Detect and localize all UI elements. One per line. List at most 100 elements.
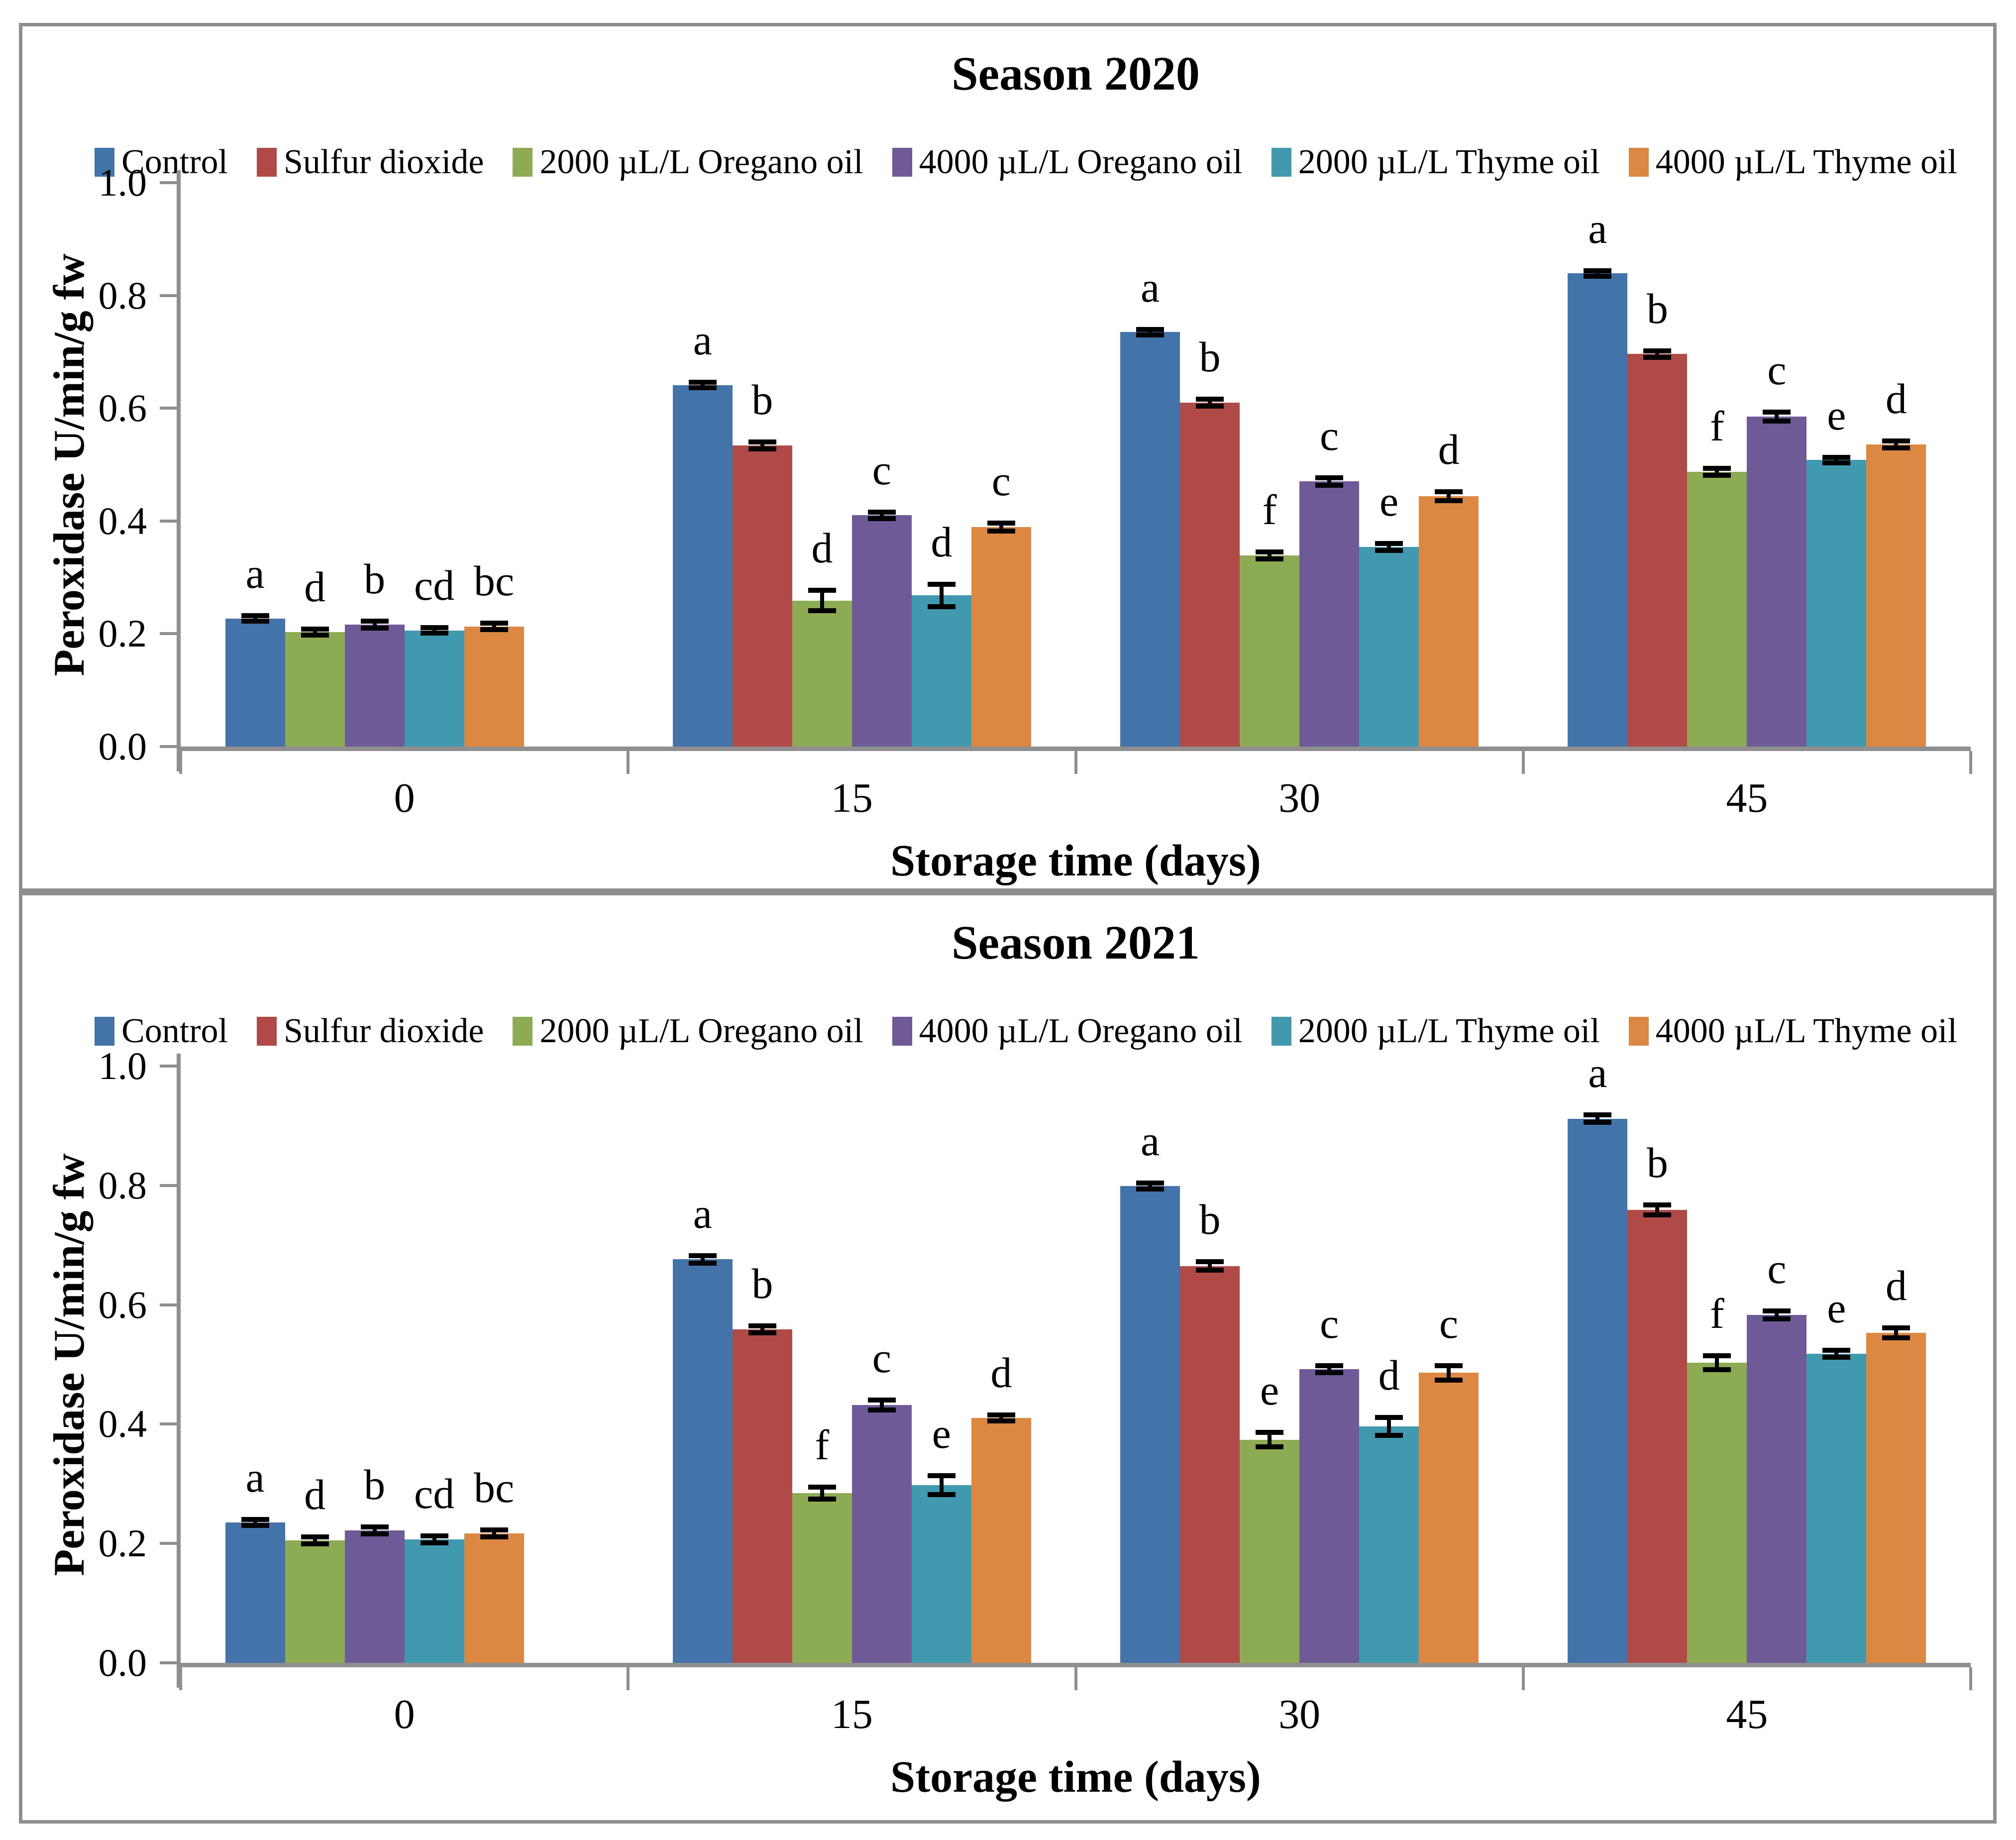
legend-item: Control	[95, 1014, 228, 1049]
significance-letter: a	[1588, 204, 1607, 252]
error-bar-cap	[360, 1531, 389, 1537]
x-tick-label: 45	[1726, 775, 1768, 821]
error-bar-cap	[808, 608, 836, 613]
significance-letter: c	[991, 457, 1011, 505]
significance-letter: e	[1827, 1284, 1846, 1332]
error-bar	[432, 1535, 436, 1543]
significance-letter: c	[872, 445, 891, 494]
x-tick-label: 45	[1726, 1691, 1768, 1737]
bar	[1240, 1439, 1300, 1663]
bar	[1299, 481, 1360, 747]
y-tick-label: 1.0	[98, 161, 147, 204]
bar	[344, 625, 405, 747]
bar	[1747, 1314, 1807, 1663]
significance-letter: d	[1885, 374, 1907, 423]
error-bar	[492, 623, 496, 630]
error-bar-cap	[808, 588, 836, 593]
legend-item: 4000 µL/L Oregano oil	[892, 1014, 1243, 1049]
error-bar-cap	[1822, 460, 1851, 466]
legend-swatch-icon	[892, 148, 912, 177]
significance-letter: b	[1199, 333, 1221, 381]
x-tick-label: 0	[394, 1691, 415, 1737]
significance-letter: f	[1710, 1289, 1724, 1337]
bar	[1687, 1362, 1747, 1663]
x-tick-label: 30	[1278, 775, 1321, 821]
error-bar	[1208, 1262, 1212, 1271]
bar	[732, 1329, 792, 1663]
error-bar-cap	[1882, 1325, 1910, 1331]
error-bar-cap	[1375, 1415, 1403, 1420]
error-bar-cap	[480, 627, 508, 633]
bar	[971, 527, 1031, 747]
legend-swatch-icon	[1271, 148, 1291, 177]
legend-swatch-icon	[1628, 148, 1649, 177]
error-bar-cap	[420, 1533, 448, 1538]
x-tick-mark	[1521, 1667, 1525, 1690]
legend-item: 4000 µL/L Thyme oil	[1628, 1012, 1957, 1050]
significance-letter: b	[364, 1460, 386, 1509]
legend-swatch-icon	[257, 148, 277, 177]
y-tick-mark	[160, 407, 177, 410]
significance-letter: b	[751, 376, 773, 424]
bar	[1359, 546, 1419, 747]
legend-swatch-icon	[1628, 1017, 1649, 1046]
significance-letter: c	[1767, 1244, 1787, 1293]
error-bar-cap	[1256, 1444, 1284, 1449]
significance-letter: c	[1767, 346, 1787, 394]
error-bar	[939, 1475, 944, 1495]
error-bar-cap	[1882, 445, 1910, 450]
bar	[851, 1405, 912, 1663]
significance-letter: c	[872, 1334, 891, 1382]
error-bar-cap	[1643, 348, 1672, 353]
season-2020-chart-panel: Season 2020 Control Sulfur dioxide 2000 µL…	[19, 23, 1997, 892]
error-bar-cap	[1375, 541, 1403, 546]
legend-item: 2000 µL/L Oregano oil	[513, 145, 863, 180]
legend-label: 4000 µL/L Thyme oil	[1655, 1012, 1957, 1050]
significance-letter: b	[1646, 284, 1668, 332]
error-bar-cap	[1822, 1355, 1851, 1360]
error-bar-cap	[1584, 268, 1612, 273]
error-bar-cap	[241, 613, 269, 619]
error-bar	[1715, 468, 1719, 476]
x-tick-mark	[1969, 751, 1972, 774]
y-axis-title: Peroxidase U/min/g fw	[45, 253, 94, 676]
x-axis-title: Storage time (days)	[890, 836, 1261, 885]
bar	[225, 618, 285, 747]
y-tick-label: 0.0	[98, 1641, 147, 1684]
y-tick-label: 0.4	[98, 1402, 147, 1446]
legend-item: Sulfur dioxide	[257, 145, 484, 180]
error-bar	[1447, 491, 1451, 501]
y-tick-label: 0.0	[98, 725, 147, 768]
error-bar-cap	[1643, 1212, 1672, 1217]
y-tick-label: 0.2	[98, 1521, 147, 1565]
error-bar	[1655, 1205, 1660, 1215]
error-bar-cap	[1763, 410, 1791, 415]
error-bar-cap	[987, 1412, 1015, 1418]
error-bar	[313, 1537, 317, 1544]
error-bar	[1775, 1310, 1779, 1319]
significance-letter: f	[815, 1421, 830, 1469]
significance-letter: d	[1438, 425, 1460, 473]
y-tick-mark	[160, 181, 177, 184]
x-axis-title: Storage time (days)	[890, 1752, 1261, 1802]
bar	[1180, 1266, 1240, 1663]
error-bar-cap	[1763, 419, 1791, 424]
error-bar-cap	[748, 1323, 776, 1328]
error-bar-cap	[241, 1523, 269, 1528]
error-bar	[999, 1415, 1003, 1421]
error-bar	[372, 1526, 377, 1534]
error-bar	[1327, 1365, 1332, 1373]
error-bar-cap	[301, 1541, 329, 1547]
bar	[285, 1540, 345, 1663]
chart-title-season-2020: Season 2020	[952, 47, 1200, 100]
significance-letter: d	[1885, 1262, 1907, 1310]
legend-item: 2000 µL/L Thyme oil	[1271, 145, 1600, 180]
error-bar-cap	[1196, 403, 1224, 409]
x-tick-mark	[627, 1667, 630, 1690]
error-bar	[1268, 1432, 1272, 1447]
x-axis-line	[177, 1663, 1971, 1667]
legend-label: 4000 µL/L Oregano oil	[919, 143, 1243, 181]
significance-letter: f	[1262, 486, 1277, 534]
error-bar-cap	[1435, 498, 1463, 503]
